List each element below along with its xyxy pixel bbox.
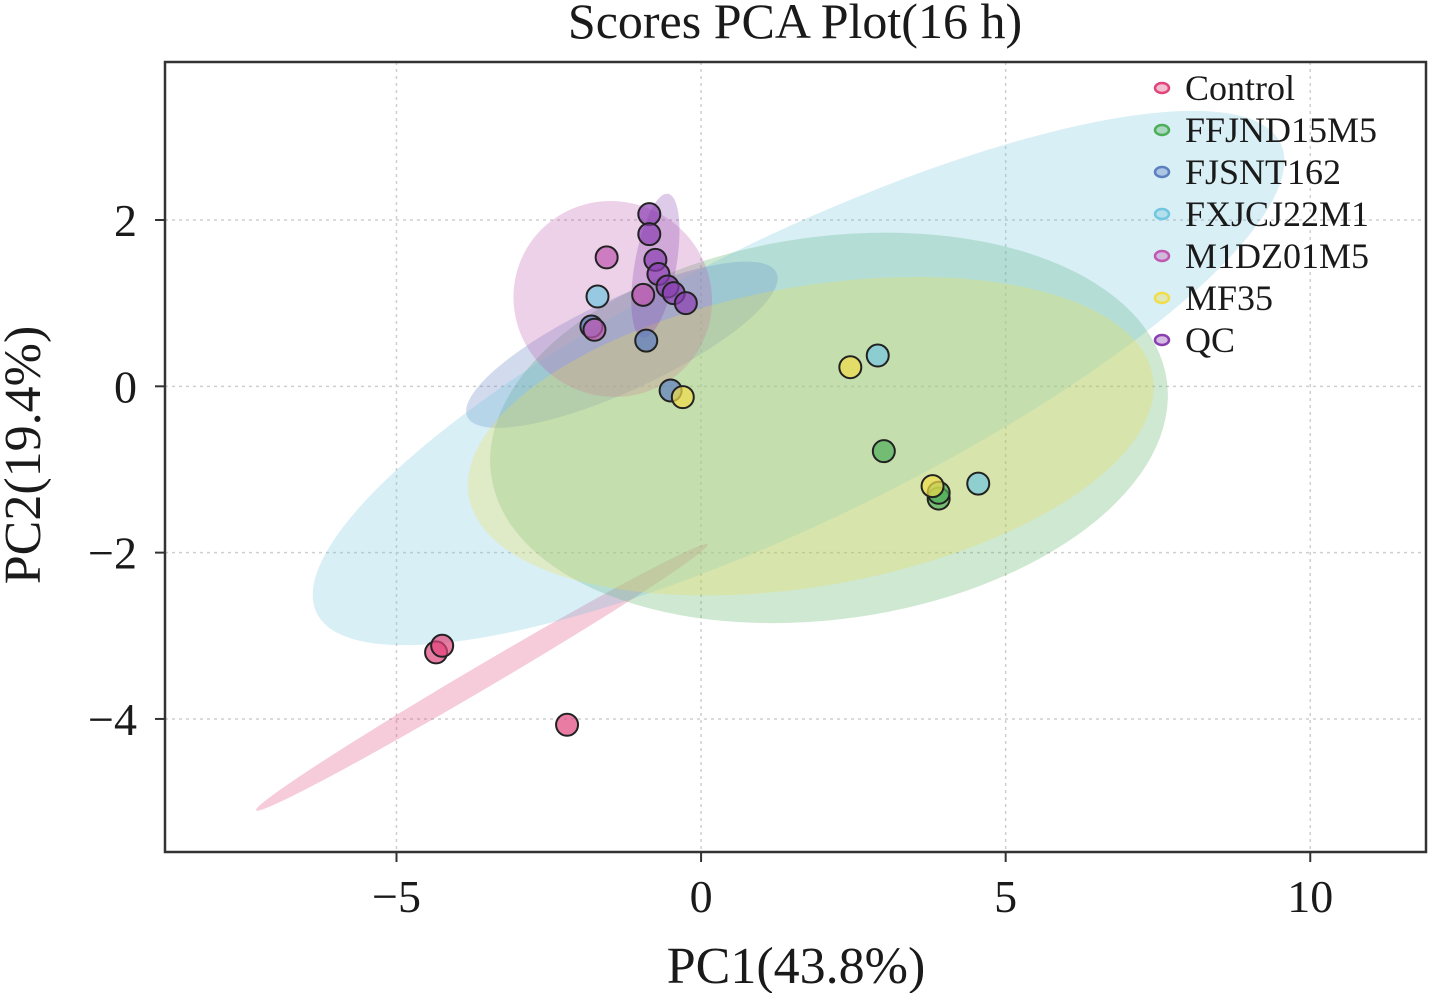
- score-point: [838, 355, 863, 380]
- score-point: [585, 284, 610, 309]
- score-point: [634, 328, 659, 353]
- legend-swatch: [1153, 249, 1171, 263]
- x-tick-label: 0: [690, 871, 713, 922]
- confidence-ellipse: [513, 201, 713, 397]
- legend-swatch: [1153, 291, 1171, 305]
- confidence-ellipse: [490, 232, 1168, 624]
- legend-label: QC: [1185, 320, 1235, 360]
- x-tick-label: 5: [994, 871, 1017, 922]
- legend-item: FFJND15M5: [1153, 110, 1377, 150]
- legend-swatch: [1153, 123, 1171, 137]
- legend-item: MF35: [1153, 278, 1273, 318]
- x-tick-label: −5: [372, 871, 421, 922]
- legend-item: FXJCJ22M1: [1153, 194, 1369, 234]
- legend-item: Control: [1153, 68, 1295, 108]
- x-axis-title: PC1(43.8%): [667, 938, 926, 993]
- legend-item: FJSNT162: [1153, 152, 1341, 192]
- score-point: [555, 712, 580, 737]
- y-tick-label: 2: [114, 195, 137, 246]
- x-tick-label: 10: [1287, 871, 1333, 922]
- legend-item: QC: [1153, 320, 1235, 360]
- legend-swatch: [1153, 165, 1171, 179]
- score-point: [966, 471, 991, 496]
- score-point: [871, 439, 896, 464]
- y-tick-label: 0: [114, 361, 137, 412]
- score-point: [673, 291, 698, 316]
- legend-swatch: [1153, 81, 1171, 95]
- chart-title: Scores PCA Plot(16 h): [568, 0, 1022, 49]
- score-point: [920, 474, 945, 499]
- confidence-ellipse: [467, 276, 1154, 596]
- confidence-ellipses: [255, 110, 1285, 811]
- legend: ControlFFJND15M5FJSNT162FXJCJ22M1M1DZ01M…: [1153, 68, 1377, 360]
- confidence-ellipse: [466, 261, 778, 428]
- axis-ticks: −5 0 5 10 −4 −2 0 2: [88, 195, 1333, 922]
- score-point: [670, 385, 695, 410]
- legend-label: FFJND15M5: [1185, 110, 1377, 150]
- score-point: [594, 245, 619, 270]
- legend-label: M1DZ01M5: [1185, 236, 1369, 276]
- score-point: [631, 282, 656, 307]
- legend-label: FXJCJ22M1: [1185, 194, 1369, 234]
- confidence-ellipse: [255, 544, 708, 811]
- y-tick-label: −4: [88, 694, 137, 745]
- plot-frame: [163, 60, 1428, 854]
- legend-swatch: [1153, 333, 1171, 347]
- score-point: [865, 343, 890, 368]
- legend-label: FJSNT162: [1185, 152, 1341, 192]
- score-point: [582, 317, 607, 342]
- y-axis-title: PC2(19.4%): [0, 326, 52, 585]
- legend-item: M1DZ01M5: [1153, 236, 1369, 276]
- grid-lines: [165, 62, 1426, 852]
- y-tick-label: −2: [88, 528, 137, 579]
- score-point: [637, 222, 662, 247]
- score-point: [430, 633, 455, 658]
- score-points: [424, 202, 991, 737]
- score-point: [637, 202, 662, 227]
- legend-label: Control: [1185, 68, 1295, 108]
- legend-label: MF35: [1185, 278, 1273, 318]
- confidence-ellipse: [312, 110, 1285, 646]
- legend-swatch: [1153, 207, 1171, 221]
